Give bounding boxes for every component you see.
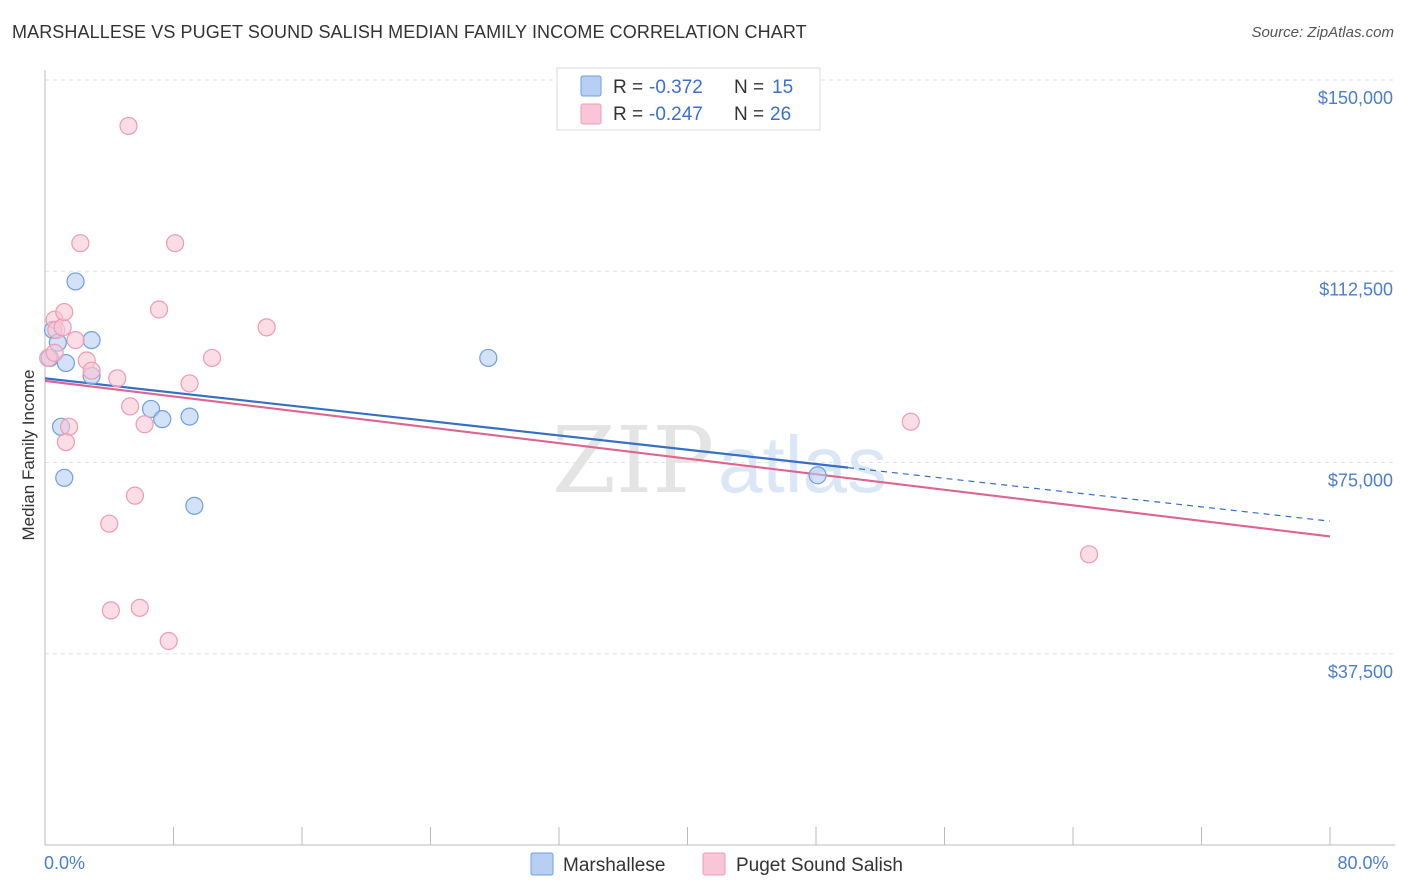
x-tick-label: 80.0% [1337,853,1388,873]
watermark-atlas: atlas [718,420,887,509]
legend-n-label: N = [734,104,764,125]
bottom-legend-label-marshallese: Marshallese [563,855,665,876]
marshallese-point [82,331,101,350]
puget-sound-salish-point [135,415,154,434]
puget-sound-salish-trend-line [44,379,1331,538]
puget-sound-salish-point [121,397,140,416]
axes: $37,500 $75,000 $112,500 $150,000 0.0% 80.0% [44,70,1395,873]
trend-lines [44,377,1331,538]
legend-n-value: 26 [770,104,791,125]
gridlines [45,79,1395,655]
marshallese-point [55,468,74,487]
y-axis-label: Median Family Income [19,369,38,540]
puget-sound-salish-point [66,331,85,350]
data-points [39,116,1099,651]
marshallese-point [56,353,75,373]
puget-sound-salish-point [45,343,64,362]
legend-r-label: R = [613,104,643,125]
puget-sound-salish-point [1079,545,1099,564]
marshallese-point [808,466,827,485]
puget-sound-salish-point [71,234,90,253]
puget-sound-salish-point [257,318,276,337]
marshallese-point [66,272,85,291]
puget-sound-salish-point [82,361,101,380]
bottom-legend: Marshallese Puget Sound Salish [530,852,903,876]
puget-sound-salish-point [56,433,75,452]
legend-n-value: 15 [772,77,793,98]
y-tick-label: $112,500 [1319,279,1393,299]
x-tick-label: 0.0% [44,853,85,873]
legend-r-label: R = [613,77,643,98]
puget-sound-salish-point [55,302,74,322]
puget-sound-salish-point [100,514,119,533]
marshallese-point [153,410,172,429]
legend-swatch-marshallese [580,75,602,97]
top-legend: R = -0.372 N = 15 R = -0.247 N = 26 [556,67,821,131]
puget-sound-salish-point [149,300,169,319]
puget-sound-salish-point [125,486,145,505]
marshallese-trend-line [44,377,849,469]
puget-sound-salish-point [59,417,79,436]
y-tick-label: $37,500 [1328,662,1393,682]
legend-r-value: -0.247 [649,104,703,125]
puget-sound-salish-point [202,348,222,368]
chart-title: MARSHALLESE VS PUGET SOUND SALISH MEDIAN… [12,22,807,42]
puget-sound-salish-point [159,631,178,651]
legend-r-value: -0.372 [649,77,703,98]
legend-swatch-puget-sound-salish [580,103,602,125]
legend-n-label: N = [734,77,764,98]
puget-sound-salish-point [130,598,149,617]
marshallese-point [141,399,161,419]
puget-sound-salish-point [101,601,120,620]
puget-sound-salish-point [901,412,920,431]
marshallese-trend-extension [848,467,1331,522]
watermark-zip: ZIP [552,407,714,514]
bottom-legend-swatch-puget-sound-salish [702,852,726,876]
y-tick-label: $150,000 [1318,88,1393,108]
marshallese-point [180,407,199,426]
marshallese-point [479,348,498,368]
marshallese-point [185,496,204,515]
puget-sound-salish-point [119,116,138,136]
puget-sound-salish-point [53,318,72,337]
puget-sound-salish-point [180,374,199,393]
source-credit: Source: ZipAtlas.com [1251,24,1394,41]
puget-sound-salish-point [166,234,185,253]
y-tick-label: $75,000 [1328,471,1393,491]
bottom-legend-label-puget-sound-salish: Puget Sound Salish [736,855,903,876]
puget-sound-salish-point [108,369,127,388]
bottom-legend-swatch-marshallese [530,852,554,876]
